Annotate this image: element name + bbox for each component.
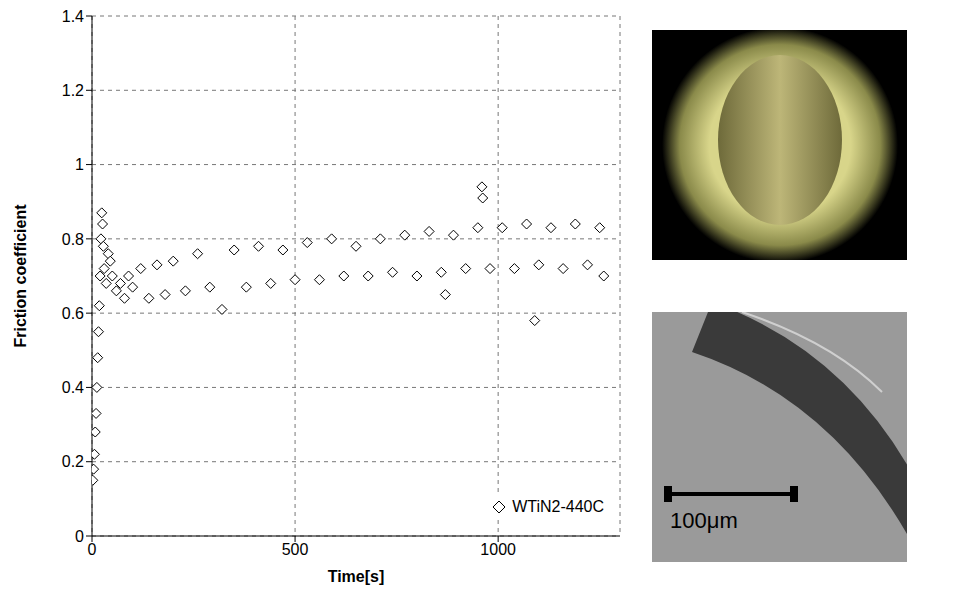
svg-text:0.4: 0.4: [62, 379, 84, 396]
svg-text:1: 1: [75, 156, 84, 173]
svg-text:500: 500: [282, 541, 309, 558]
svg-text:Time[s]: Time[s]: [328, 568, 385, 585]
html-text:100μm: 100μm: [670, 508, 738, 533]
html-text:WTiN2-440C: WTiN2-440C: [512, 498, 604, 515]
svg-text:0.8: 0.8: [62, 231, 84, 248]
svg-text:1.2: 1.2: [62, 82, 84, 99]
svg-text:0: 0: [88, 541, 97, 558]
svg-text:0: 0: [75, 528, 84, 545]
svg-text:1000: 1000: [480, 541, 516, 558]
svg-text:Friction coefficient: Friction coefficient: [12, 204, 29, 348]
svg-text:1.4: 1.4: [62, 8, 84, 25]
svg-text:0.2: 0.2: [62, 453, 84, 470]
svg-text:0.6: 0.6: [62, 305, 84, 322]
